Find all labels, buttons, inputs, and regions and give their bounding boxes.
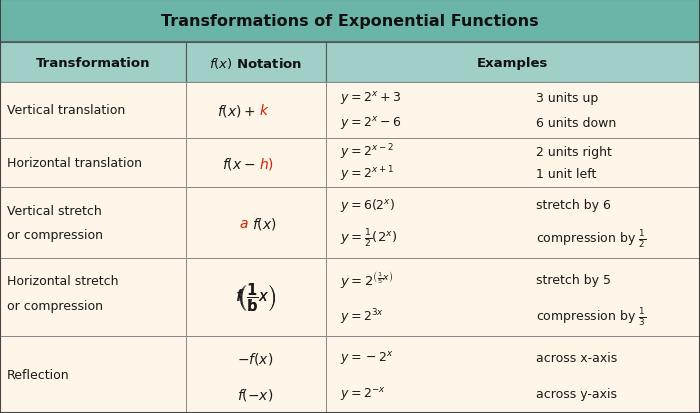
FancyBboxPatch shape [326,258,700,337]
FancyBboxPatch shape [326,188,700,258]
Text: Vertical stretch: Vertical stretch [7,204,101,217]
FancyBboxPatch shape [0,43,186,83]
Text: Transformation: Transformation [36,57,150,69]
Text: 6 units down: 6 units down [536,116,616,129]
Text: stretch by 6: stretch by 6 [536,199,610,212]
Text: Vertical translation: Vertical translation [7,104,125,117]
FancyBboxPatch shape [186,138,326,188]
Text: $f(x) +$: $f(x) +$ [217,102,256,119]
FancyBboxPatch shape [326,83,700,138]
Text: $y = 2^x - 6$: $y = 2^x - 6$ [340,114,400,131]
Text: $y = 2^{-x}$: $y = 2^{-x}$ [340,385,385,402]
Text: compression by $\frac{1}{3}$: compression by $\frac{1}{3}$ [536,305,646,327]
Text: Reflection: Reflection [7,368,69,381]
FancyBboxPatch shape [326,43,700,83]
FancyBboxPatch shape [186,83,326,138]
Text: $y = 2^{3x}$: $y = 2^{3x}$ [340,306,384,326]
Text: $f(-x)$: $f(-x)$ [237,386,274,402]
Text: Horizontal stretch: Horizontal stretch [7,274,118,287]
Text: $y = \frac{1}{2}(2^x)$: $y = \frac{1}{2}(2^x)$ [340,228,397,249]
Text: $k$: $k$ [259,103,270,118]
FancyBboxPatch shape [186,258,326,337]
FancyBboxPatch shape [0,138,186,188]
Text: $y = -2^x$: $y = -2^x$ [340,349,393,366]
Text: 1 unit left: 1 unit left [536,168,596,180]
FancyBboxPatch shape [186,337,326,413]
Text: 2 units right: 2 units right [536,146,611,159]
Text: $y = 2^{x-2}$: $y = 2^{x-2}$ [340,142,393,162]
FancyBboxPatch shape [186,43,326,83]
Text: stretch by 5: stretch by 5 [536,273,610,287]
Text: $f\!\left(\dfrac{\mathbf{1}}{\mathbf{b}}x\right)$: $f\!\left(\dfrac{\mathbf{1}}{\mathbf{b}}… [235,281,276,313]
FancyBboxPatch shape [0,337,186,413]
Text: $h)$: $h)$ [259,155,274,171]
Text: 3 units up: 3 units up [536,92,598,105]
Text: $f\!\left(\dfrac{1}{b}x\right)$: $f\!\left(\dfrac{1}{b}x\right)$ [236,281,275,313]
Text: $y = 2^{\left(\frac{1}{5}x\right)}$: $y = 2^{\left(\frac{1}{5}x\right)}$ [340,270,393,290]
FancyBboxPatch shape [0,0,700,43]
Text: compression by $\frac{1}{2}$: compression by $\frac{1}{2}$ [536,228,646,249]
FancyBboxPatch shape [0,258,186,337]
FancyBboxPatch shape [186,188,326,258]
Text: $a$: $a$ [239,216,248,230]
Text: or compression: or compression [7,229,103,242]
FancyBboxPatch shape [326,138,700,188]
Text: Horizontal translation: Horizontal translation [7,157,142,170]
Text: $f(x -$: $f(x -$ [222,155,256,171]
Text: $-f(x)$: $-f(x)$ [237,350,274,366]
Text: Transformations of Exponential Functions: Transformations of Exponential Functions [161,14,539,29]
Text: across x-axis: across x-axis [536,351,617,365]
Text: $y = 2^x + 3$: $y = 2^x + 3$ [340,90,400,107]
FancyBboxPatch shape [326,337,700,413]
Text: Examples: Examples [477,57,548,69]
Text: $f(x)$: $f(x)$ [252,215,276,231]
FancyBboxPatch shape [0,83,186,138]
Text: $f(x)$ Notation: $f(x)$ Notation [209,55,302,71]
Text: $y = 2^{x+1}$: $y = 2^{x+1}$ [340,164,393,184]
Text: $y = 6(2^x)$: $y = 6(2^x)$ [340,197,395,214]
Text: or compression: or compression [7,299,103,312]
FancyBboxPatch shape [0,188,186,258]
Text: across y-axis: across y-axis [536,387,617,400]
